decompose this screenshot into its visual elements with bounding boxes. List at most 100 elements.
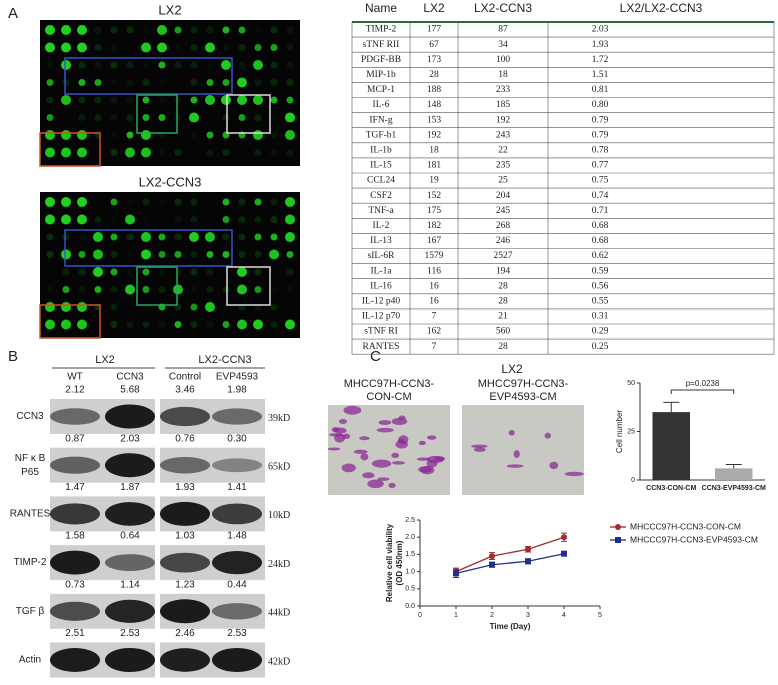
array-dot (174, 321, 182, 328)
table-cell: 0.55 (592, 297, 609, 307)
cell (416, 457, 431, 461)
table-cell: 153 (427, 115, 442, 125)
array-dot (110, 79, 118, 86)
array-dot (222, 233, 230, 241)
array-dot (45, 130, 55, 140)
array-dot (94, 26, 102, 34)
cell (328, 433, 344, 437)
array-dot (221, 95, 231, 105)
array-dot (253, 95, 263, 105)
table-cell: IL-2 (373, 221, 390, 231)
box (136, 94, 178, 134)
table-cell: 560 (496, 327, 511, 337)
array-dot (62, 233, 70, 241)
band-value: 0.73 (65, 579, 85, 590)
marker (561, 550, 567, 557)
array-dot (158, 149, 166, 156)
y-tick-label: 0.0 (405, 603, 415, 610)
cell (376, 427, 394, 433)
cell (388, 482, 396, 489)
array-dot (254, 251, 262, 258)
array-dot (255, 27, 262, 34)
array-dot (270, 149, 278, 156)
table-cell: sIL-6R (368, 251, 396, 261)
protein-label: RANTES (10, 509, 51, 520)
table-cell: sTNF RII (363, 40, 400, 50)
y-tick-label: 25 (627, 428, 635, 435)
size-label: 42kD (268, 656, 290, 667)
cell (377, 477, 390, 481)
cell (434, 456, 446, 462)
band (50, 408, 100, 425)
array-dot (237, 77, 247, 88)
table-cell: 21 (498, 312, 508, 322)
array-dot (157, 42, 167, 53)
table-cell: 0.62 (592, 251, 609, 261)
array-dot (142, 96, 150, 104)
box (226, 94, 271, 134)
table-cell: 268 (496, 221, 511, 231)
array-dot (45, 214, 55, 225)
table-cell: 116 (427, 266, 441, 276)
array-dot (110, 44, 118, 51)
y-tick-label: 1.0 (405, 568, 415, 575)
table-cell: CCL24 (367, 176, 395, 186)
array-dot (127, 44, 134, 51)
cell (473, 447, 486, 452)
table-cell: MCP-1 (367, 85, 395, 95)
group-label: LX2-CCN3 (198, 354, 251, 366)
table-cell: 18 (498, 70, 508, 80)
cell (327, 447, 341, 451)
array-dot (270, 216, 278, 223)
image-label: CON-CM (366, 391, 411, 403)
legend-label: MHCCC97H-CCN3-CON-CM (630, 521, 741, 531)
table-cell: 0.71 (592, 206, 609, 216)
array-dot (45, 147, 55, 158)
array-dot (270, 303, 278, 311)
table-cell: 28 (429, 70, 439, 80)
cell (506, 464, 524, 468)
table-cell: CSF2 (370, 191, 392, 201)
band-value: 1.47 (65, 482, 85, 493)
array-dot (270, 26, 278, 34)
band (160, 406, 210, 427)
array-dot (94, 44, 102, 51)
cell (395, 440, 408, 449)
array-dot (206, 286, 214, 293)
array-dot (190, 61, 198, 69)
array-dot (206, 268, 214, 276)
band-value: 1.48 (227, 531, 247, 542)
array-dot (126, 131, 134, 139)
array-dot (190, 26, 198, 34)
table-cell: 188 (427, 85, 442, 95)
array-dot (270, 131, 278, 139)
array-dot (254, 286, 262, 293)
array-dot (61, 130, 71, 140)
array-dot (45, 42, 55, 53)
array-dot (190, 96, 198, 104)
array-dot (77, 42, 87, 53)
cell (549, 461, 559, 470)
array-dot (254, 233, 262, 241)
array-dot (78, 114, 86, 121)
array-dot (77, 214, 87, 225)
array-dot (286, 44, 294, 51)
array-dot (126, 268, 134, 276)
array-dot (238, 26, 246, 34)
array-dot (174, 114, 182, 121)
array-dot (158, 286, 166, 293)
array-dot (286, 251, 294, 258)
array-dot (190, 286, 198, 293)
array-dot (46, 96, 54, 104)
array-dot (110, 303, 118, 311)
array-dot (174, 26, 182, 34)
table-cell: IL-1a (370, 266, 392, 276)
table-cell: 0.29 (592, 327, 609, 337)
array-dot (47, 269, 54, 276)
array-dot (270, 44, 278, 51)
array-dot (286, 79, 294, 86)
cell (513, 450, 520, 458)
table-cell: 22 (498, 146, 508, 156)
table-cell: 152 (427, 191, 442, 201)
array-image (40, 20, 300, 166)
